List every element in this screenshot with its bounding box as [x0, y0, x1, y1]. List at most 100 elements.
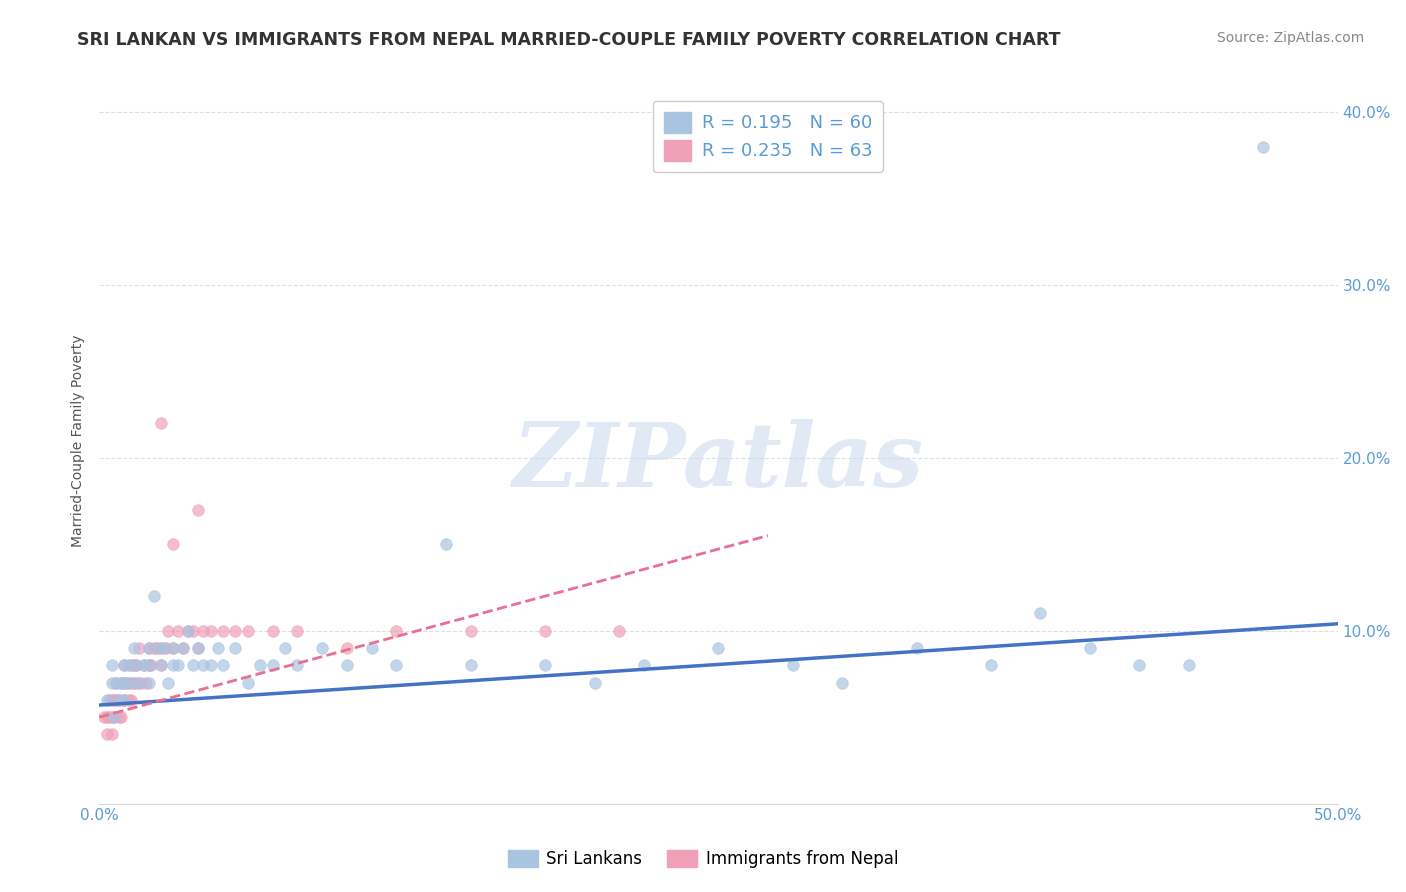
Point — [100, 727, 122, 741]
Point — [150, 658, 173, 673]
Point — [157, 624, 180, 638]
Point — [108, 710, 131, 724]
Point — [191, 624, 214, 638]
Point — [162, 658, 184, 673]
Point — [138, 640, 160, 655]
Point — [262, 624, 284, 638]
Point — [285, 658, 308, 673]
Point — [150, 640, 173, 655]
Point — [187, 640, 209, 655]
Point — [100, 710, 122, 724]
Point — [125, 658, 148, 673]
Point — [177, 624, 200, 638]
Point — [831, 675, 853, 690]
Point — [105, 693, 128, 707]
Point — [152, 640, 174, 655]
Point — [162, 537, 184, 551]
Point — [100, 693, 122, 707]
Point — [583, 675, 606, 690]
Point — [207, 640, 229, 655]
Point — [177, 624, 200, 638]
Point — [162, 640, 184, 655]
Point — [128, 640, 150, 655]
Point — [135, 675, 157, 690]
Point — [145, 640, 167, 655]
Point — [534, 658, 557, 673]
Point — [385, 658, 408, 673]
Point — [167, 658, 190, 673]
Point — [150, 658, 173, 673]
Y-axis label: Married-Couple Family Poverty: Married-Couple Family Poverty — [72, 334, 86, 547]
Point — [782, 658, 804, 673]
Point — [112, 675, 135, 690]
Point — [236, 675, 259, 690]
Point — [125, 658, 148, 673]
Point — [100, 658, 122, 673]
Point — [385, 624, 408, 638]
Point — [142, 640, 165, 655]
Text: Source: ZipAtlas.com: Source: ZipAtlas.com — [1216, 31, 1364, 45]
Point — [96, 693, 118, 707]
Point — [460, 658, 482, 673]
Legend: Sri Lankans, Immigrants from Nepal: Sri Lankans, Immigrants from Nepal — [502, 843, 904, 875]
Point — [1078, 640, 1101, 655]
Point — [707, 640, 730, 655]
Point — [118, 658, 141, 673]
Point — [112, 658, 135, 673]
Point — [167, 624, 190, 638]
Point — [311, 640, 333, 655]
Point — [112, 675, 135, 690]
Point — [187, 502, 209, 516]
Point — [125, 675, 148, 690]
Point — [112, 693, 135, 707]
Point — [108, 693, 131, 707]
Point — [155, 640, 177, 655]
Point — [103, 710, 125, 724]
Point — [336, 640, 359, 655]
Point — [148, 640, 170, 655]
Point — [1178, 658, 1201, 673]
Point — [110, 675, 132, 690]
Point — [96, 727, 118, 741]
Point — [187, 640, 209, 655]
Point — [93, 710, 115, 724]
Point — [105, 675, 128, 690]
Point — [110, 675, 132, 690]
Point — [1128, 658, 1150, 673]
Point — [200, 624, 222, 638]
Point — [122, 640, 145, 655]
Point — [110, 710, 132, 724]
Point — [434, 537, 457, 551]
Point — [122, 658, 145, 673]
Point — [122, 675, 145, 690]
Legend: R = 0.195   N = 60, R = 0.235   N = 63: R = 0.195 N = 60, R = 0.235 N = 63 — [652, 101, 883, 171]
Point — [120, 693, 142, 707]
Point — [236, 624, 259, 638]
Point — [105, 675, 128, 690]
Point — [138, 640, 160, 655]
Point — [142, 589, 165, 603]
Text: SRI LANKAN VS IMMIGRANTS FROM NEPAL MARRIED-COUPLE FAMILY POVERTY CORRELATION CH: SRI LANKAN VS IMMIGRANTS FROM NEPAL MARR… — [77, 31, 1062, 49]
Point — [128, 675, 150, 690]
Point — [141, 658, 163, 673]
Point — [224, 640, 246, 655]
Point — [181, 658, 204, 673]
Point — [905, 640, 928, 655]
Point — [274, 640, 297, 655]
Point — [162, 640, 184, 655]
Point — [132, 658, 155, 673]
Point — [191, 658, 214, 673]
Point — [633, 658, 655, 673]
Point — [181, 624, 204, 638]
Text: ZIPatlas: ZIPatlas — [513, 419, 924, 506]
Point — [112, 658, 135, 673]
Point — [96, 710, 118, 724]
Point — [138, 658, 160, 673]
Point — [112, 693, 135, 707]
Point — [1253, 139, 1275, 153]
Point — [980, 658, 1002, 673]
Point — [460, 624, 482, 638]
Point — [360, 640, 382, 655]
Point — [138, 675, 160, 690]
Point — [150, 416, 173, 430]
